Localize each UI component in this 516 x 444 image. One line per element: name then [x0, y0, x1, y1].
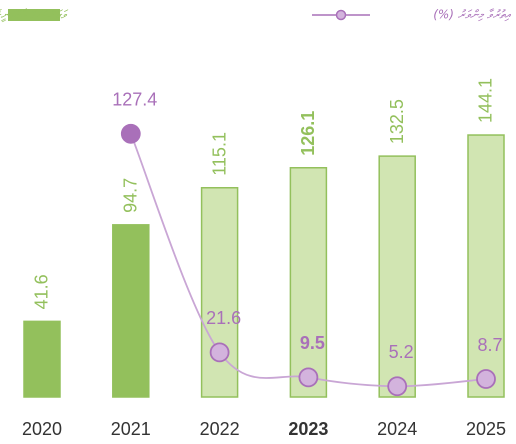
line-value-label: 127.4 [112, 90, 157, 110]
line [129, 133, 487, 388]
bar [378, 155, 416, 398]
line-marker [387, 376, 408, 397]
bar-value-label: 94.7 [121, 178, 141, 213]
bar-value-label: 115.1 [209, 132, 229, 176]
x-tick-label: 2025 [466, 419, 506, 439]
legend-label: ވަޒަންކުރެވޭ އާމްދަނީގެ ބަޖެޓް [0, 8, 68, 23]
x-tick-label: 2023 [288, 419, 328, 439]
line-marker [209, 342, 230, 363]
line-marker [120, 123, 141, 144]
line-marker [298, 367, 319, 388]
legend-swatch [8, 9, 60, 21]
bar [112, 224, 150, 398]
line-value-label: 8.7 [477, 335, 502, 355]
line-marker [476, 369, 496, 389]
x-tick-label: 2020 [22, 419, 62, 439]
bar-value-label: 41.6 [32, 274, 52, 309]
line-value-label: 21.6 [206, 308, 241, 328]
legend-marker [335, 9, 347, 21]
bar-value-label: 132.5 [387, 99, 407, 144]
line-value-label: 9.5 [300, 333, 325, 353]
x-tick-label: 2021 [111, 419, 151, 439]
bar-value-label: 126.1 [298, 111, 318, 156]
x-tick-label: 2022 [200, 419, 240, 439]
x-tick-label: 2024 [377, 419, 417, 439]
line-value-label: 5.2 [389, 342, 414, 362]
legend-label: އިތުރުވާ މިންވަރު (%) [433, 8, 512, 22]
bar [467, 134, 505, 398]
bar-value-label: 144.1 [476, 78, 496, 123]
bar [23, 320, 61, 398]
bar [289, 167, 328, 398]
